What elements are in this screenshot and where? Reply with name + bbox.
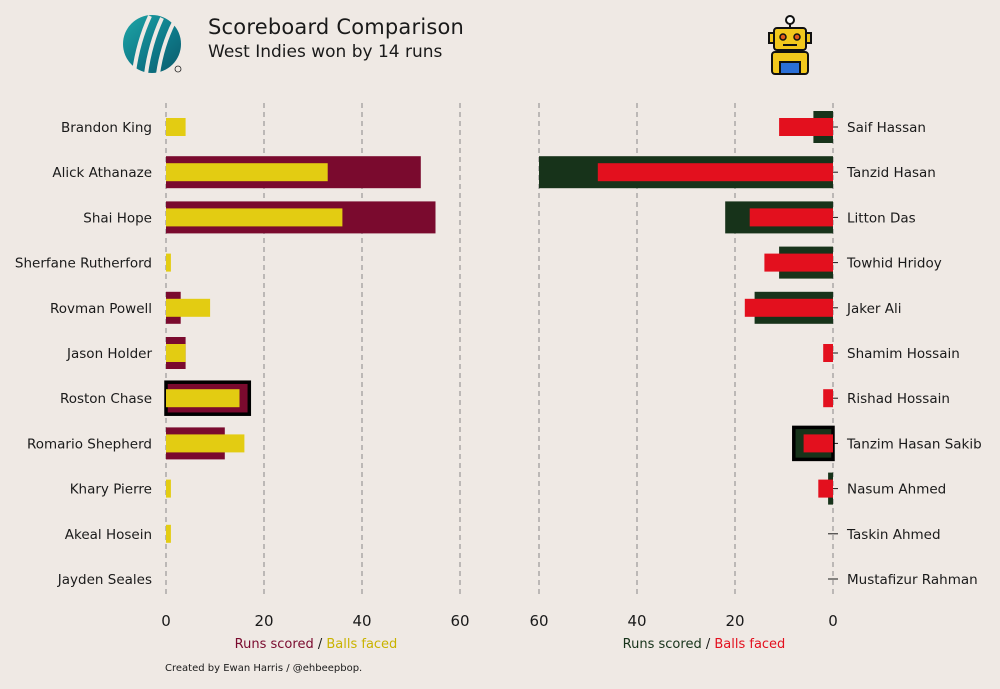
wi-player-label: Shai Hope	[83, 210, 152, 226]
credit-text: Created by Ewan Harris / @ehbeepbop.	[165, 663, 363, 674]
wi-player-label: Khary Pierre	[70, 482, 152, 498]
ban-player-label: Rishad Hossain	[847, 391, 950, 407]
ban-balls-bar	[764, 253, 833, 272]
ban-x-tick-label: 60	[529, 612, 548, 630]
x-label-balls: Balls faced	[326, 637, 398, 652]
wi-x-tick-label: 0	[161, 612, 171, 630]
wi-player-label: Alick Athanaze	[52, 165, 152, 181]
wi-player-label: Akeal Hosein	[65, 527, 152, 543]
ban-balls-bar	[744, 298, 833, 317]
ban-player-label: Tanzid Hasan	[846, 165, 936, 181]
wi-balls-bar	[166, 118, 186, 136]
wi-balls-bar	[166, 479, 171, 498]
x-label-runs: Runs scored	[622, 637, 702, 652]
chart-title: Scoreboard Comparison	[208, 15, 465, 39]
ban-x-tick-label: 20	[725, 612, 744, 630]
ban-balls-bar	[803, 434, 833, 453]
wi-balls-bar	[166, 253, 171, 272]
x-label-runs: Runs scored	[234, 637, 314, 652]
wi-balls-bar	[166, 208, 343, 227]
wi-player-label: Sherfane Rutherford	[15, 256, 152, 272]
ban-x-tick-label: 40	[627, 612, 646, 630]
wi-balls-bar	[166, 344, 186, 362]
ban-player-label: Mustafizur Rahman	[847, 572, 978, 588]
x-axis-label-bangladesh: Runs scored / Balls faced	[623, 637, 786, 652]
wi-balls-bar	[166, 389, 240, 408]
icc-logo-icon	[120, 12, 186, 82]
ban-player-label: Litton Das	[847, 210, 916, 226]
x-label-separator: /	[313, 637, 327, 652]
wi-x-tick-label: 60	[450, 612, 469, 630]
ban-player-label: Tanzim Hasan Sakib	[846, 436, 982, 452]
wi-balls-bar	[166, 163, 328, 182]
wi-player-label: Romario Shepherd	[27, 436, 152, 452]
ban-balls-bar	[823, 389, 833, 408]
ban-player-label: Shamim Hossain	[847, 346, 960, 362]
robot-icon	[766, 14, 814, 82]
ban-player-label: Taskin Ahmed	[846, 527, 941, 543]
x-axis-label-west-indies: Runs scored / Balls faced	[235, 637, 398, 652]
wi-player-label: Jason Holder	[66, 346, 152, 362]
wi-balls-bar	[166, 298, 211, 317]
wi-x-tick-label: 20	[254, 612, 273, 630]
ban-x-tick-label: 0	[828, 612, 838, 630]
ban-player-label: Jaker Ali	[846, 301, 901, 317]
ban-balls-bar	[818, 479, 833, 498]
ban-balls-bar	[823, 344, 833, 362]
chart-subtitle: West Indies won by 14 runs	[208, 42, 443, 62]
x-label-separator: /	[701, 637, 715, 652]
x-label-balls: Balls faced	[714, 637, 786, 652]
wi-balls-bar	[166, 434, 245, 453]
ban-balls-bar	[779, 118, 833, 136]
wi-player-label: Brandon King	[61, 120, 152, 136]
ban-balls-bar	[597, 163, 833, 182]
wi-balls-bar	[166, 524, 171, 543]
ban-balls-bar	[749, 208, 833, 227]
wi-x-tick-label: 40	[352, 612, 371, 630]
wi-player-label: Jayden Seales	[57, 572, 152, 588]
wi-player-label: Roston Chase	[60, 391, 152, 407]
ban-player-label: Nasum Ahmed	[847, 482, 946, 498]
ban-player-label: Towhid Hridoy	[846, 256, 942, 272]
wi-player-label: Rovman Powell	[50, 301, 152, 317]
ban-player-label: Saif Hassan	[847, 120, 926, 136]
